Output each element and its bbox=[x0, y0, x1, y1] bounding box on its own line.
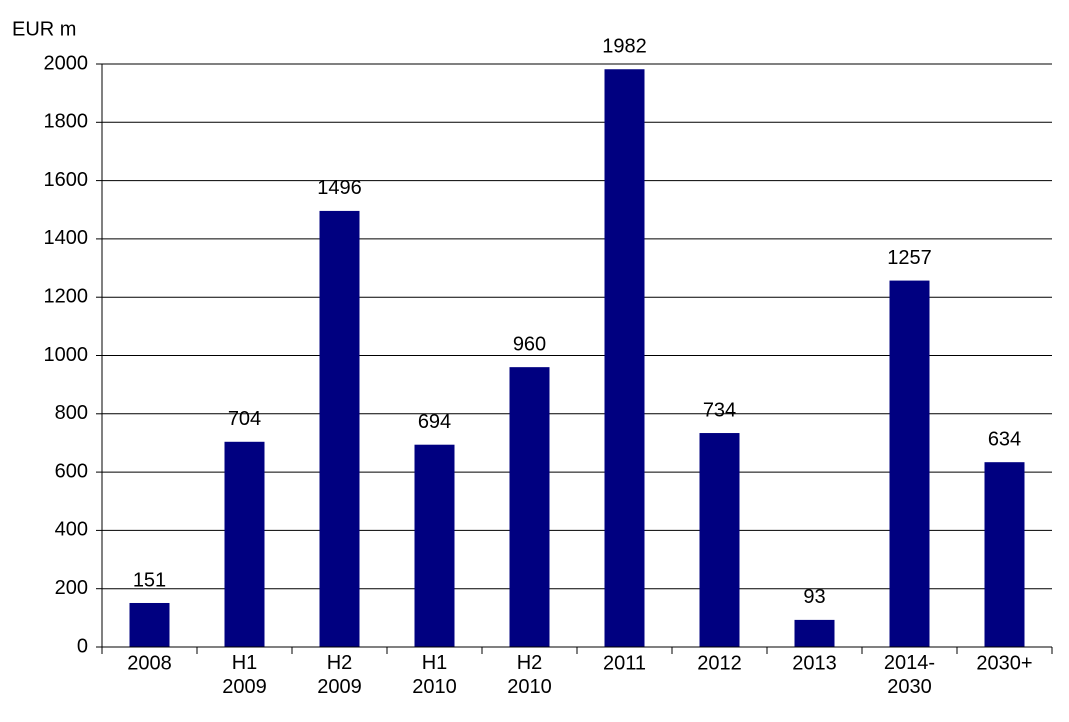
x-tick-label: H2 2010 bbox=[507, 652, 552, 698]
bar bbox=[509, 367, 550, 647]
x-tick-label: H1 2009 bbox=[222, 652, 267, 698]
y-tick-label: 0 bbox=[77, 635, 88, 657]
y-tick-label: 1200 bbox=[44, 285, 89, 307]
data-label: 694 bbox=[418, 411, 451, 433]
x-tick-label: 2012 bbox=[697, 652, 742, 674]
bar bbox=[889, 280, 930, 647]
y-tick-label: 400 bbox=[55, 519, 88, 541]
x-tick-label: H1 2010 bbox=[412, 652, 457, 698]
y-tick-label: 800 bbox=[55, 402, 88, 424]
x-tick-label: 2011 bbox=[603, 652, 646, 674]
y-tick-label: 1800 bbox=[44, 111, 89, 133]
bar bbox=[129, 602, 170, 647]
data-label: 960 bbox=[513, 333, 546, 355]
y-tick-label: 600 bbox=[55, 460, 88, 482]
data-label: 93 bbox=[803, 586, 825, 608]
y-axis-label: EUR m bbox=[12, 18, 76, 40]
bar bbox=[319, 210, 360, 647]
bar bbox=[604, 69, 645, 647]
bar bbox=[794, 619, 835, 647]
data-label: 704 bbox=[228, 408, 261, 430]
x-tick-label: 2014-2030 bbox=[884, 652, 935, 698]
bar bbox=[414, 444, 455, 647]
y-tick-label: 200 bbox=[55, 577, 88, 599]
data-label: 734 bbox=[703, 399, 736, 421]
x-tick-label: 2030+ bbox=[976, 652, 1032, 674]
y-tick-label: 1600 bbox=[44, 169, 89, 191]
x-tick-label: 2008 bbox=[127, 652, 172, 674]
bar bbox=[984, 462, 1025, 647]
x-tick-label: 2013 bbox=[792, 652, 837, 674]
data-label: 1982 bbox=[602, 36, 647, 58]
y-tick-label: 1400 bbox=[44, 227, 89, 249]
bar bbox=[224, 441, 265, 647]
x-tick-label: H2 2009 bbox=[317, 652, 362, 698]
y-tick-label: 1000 bbox=[44, 344, 89, 366]
data-label: 634 bbox=[988, 428, 1021, 450]
data-label: 151 bbox=[133, 569, 166, 591]
y-tick-label: 2000 bbox=[44, 52, 89, 74]
bar bbox=[699, 433, 740, 647]
data-label: 1257 bbox=[887, 247, 932, 269]
data-label: 1496 bbox=[317, 177, 362, 199]
